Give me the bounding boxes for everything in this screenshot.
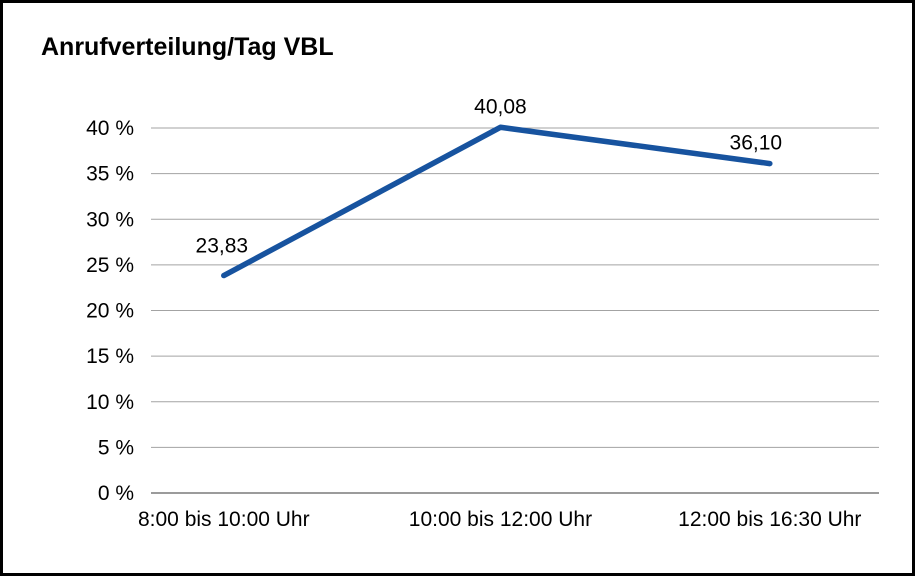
y-tick-label: 20 % xyxy=(86,300,134,323)
data-label: 23,83 xyxy=(196,235,249,258)
y-tick-label: 40 % xyxy=(86,117,134,140)
x-tick-label: 10:00 bis 12:00 Uhr xyxy=(409,508,592,531)
x-tick-label: 12:00 bis 16:30 Uhr xyxy=(678,508,861,531)
y-tick-label: 5 % xyxy=(98,436,134,459)
y-tick-label: 30 % xyxy=(86,208,134,231)
x-tick-label: 8:00 bis 10:00 Uhr xyxy=(138,508,310,531)
y-tick-label: 25 % xyxy=(86,254,134,277)
chart-title: Anrufverteilung/Tag VBL xyxy=(41,33,334,61)
y-tick-label: 15 % xyxy=(86,345,134,368)
y-tick-label: 0 % xyxy=(98,482,134,505)
y-tick-label: 35 % xyxy=(86,163,134,186)
y-tick-label: 10 % xyxy=(86,391,134,414)
data-label: 40,08 xyxy=(474,95,527,118)
call-distribution-line-chart: 0 % 5 % 10 % 15 % 20 % 25 % 30 % 35 % 40 % 8:00 b… xyxy=(86,95,879,531)
data-label: 36,10 xyxy=(730,132,783,155)
data-series-line xyxy=(221,124,773,279)
